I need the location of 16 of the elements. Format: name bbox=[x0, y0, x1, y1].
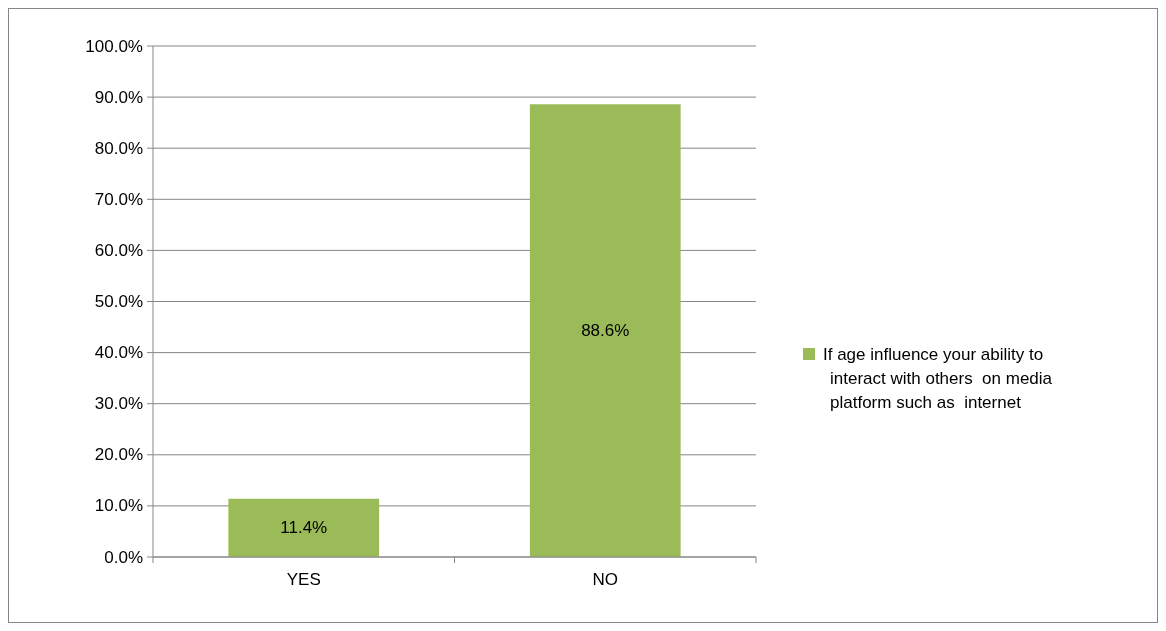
y-tick-label: 60.0% bbox=[94, 240, 143, 260]
y-tick-label: 90.0% bbox=[94, 87, 143, 107]
y-tick-label: 20.0% bbox=[94, 445, 143, 465]
data-label: 88.6% bbox=[581, 321, 630, 341]
y-tick-label: 50.0% bbox=[94, 292, 143, 311]
y-tick-label: 100.0% bbox=[85, 36, 143, 56]
x-tick-label: NO bbox=[592, 570, 618, 589]
y-tick-label: 40.0% bbox=[94, 343, 143, 363]
legend-label: If age influence your ability to interact with others on media platform such as internet bbox=[823, 344, 1053, 412]
x-tick-label: YES bbox=[286, 570, 321, 589]
y-tick-label: 70.0% bbox=[94, 189, 143, 209]
y-tick-label: 0.0% bbox=[104, 547, 143, 567]
y-tick-label: 10.0% bbox=[94, 496, 143, 516]
y-tick-label: 80.0% bbox=[94, 138, 143, 158]
y-tick-label: 30.0% bbox=[94, 394, 143, 414]
data-label: 11.4% bbox=[280, 518, 328, 538]
